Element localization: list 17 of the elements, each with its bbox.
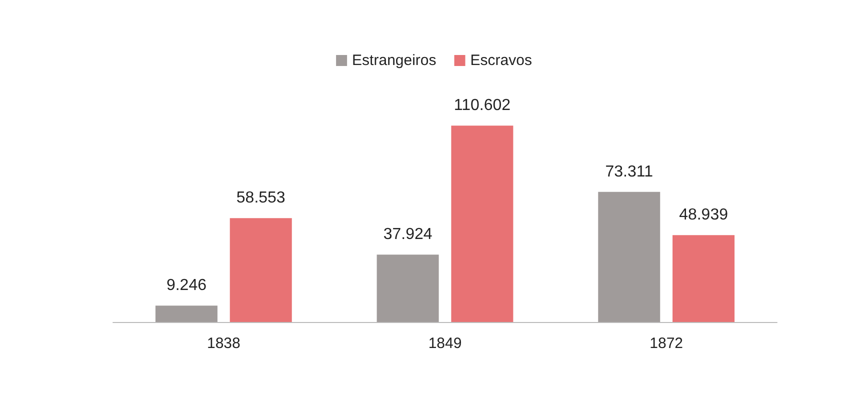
data-label: 73.311 <box>605 163 654 180</box>
data-label: 58.553 <box>236 190 286 207</box>
x-tick-label: 1838 <box>206 335 240 352</box>
x-tick-label: 1849 <box>428 335 462 352</box>
data-label: 48.939 <box>679 206 728 224</box>
legend-label: Escravos <box>470 52 532 69</box>
bar <box>376 254 439 322</box>
bar <box>155 306 218 322</box>
data-label: 37.924 <box>383 226 432 244</box>
x-tick-label: 1872 <box>650 335 684 352</box>
bar <box>598 192 660 322</box>
bar <box>451 126 514 322</box>
bar <box>230 218 292 322</box>
data-label: 9.246 <box>166 277 207 294</box>
data-label: 110.602 <box>454 97 511 114</box>
bar <box>672 235 735 322</box>
legend-label: Estrangeiros <box>352 52 436 69</box>
